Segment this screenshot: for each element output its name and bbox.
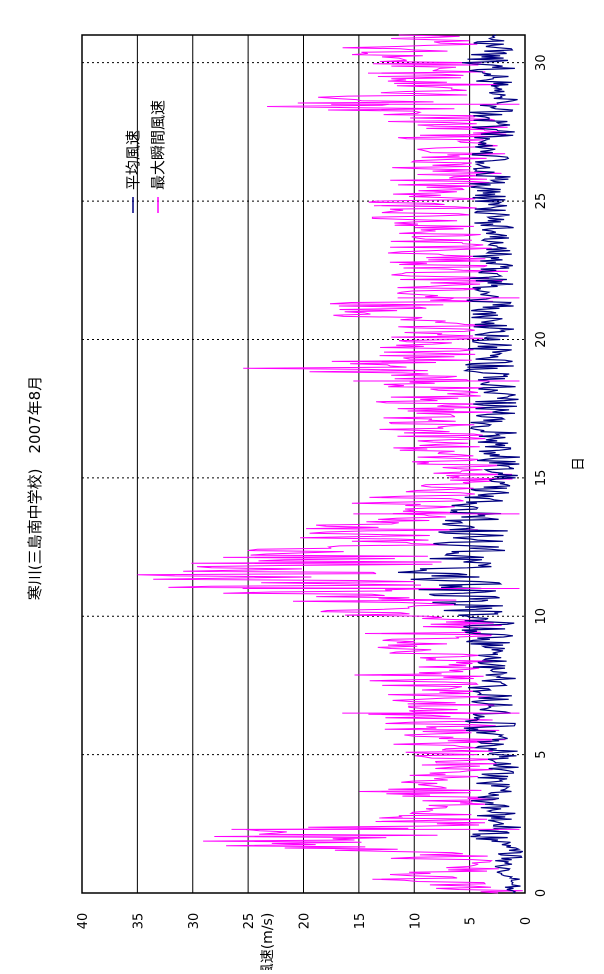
y-tick-label: 5 [464,917,479,925]
x-tick-label: 20 [534,331,549,348]
legend-label-average: 平均風速 [124,130,142,190]
chart-title: 寒川(三島南中学校) 2007年8月 [26,376,44,600]
y-tick-label: 40 [76,913,91,930]
y-tick-label: 10 [408,913,423,930]
series-line-max-gust [137,34,523,894]
tick-layer: 0 5 10 15 20 25 30 35 40 0 5 10 15 20 25 30 [76,54,549,929]
y-tick-label: 25 [242,913,257,930]
grid-layer [82,35,525,893]
legend-label-max-gust: 最大瞬間風速 [149,100,167,190]
x-tick-label: 0 [534,889,549,897]
y-tick-label: 35 [131,913,146,930]
legend: 平均風速 最大瞬間風速 [124,100,167,213]
y-tick-label: 15 [353,913,368,930]
y-tick-label: 0 [519,917,534,925]
y-tick-label: 30 [187,913,202,930]
x-tick-label: 10 [534,608,549,625]
x-tick-label: 5 [534,750,549,758]
x-axis-label: 日 [571,457,587,471]
series-layer [137,34,524,894]
x-tick-label: 25 [534,193,549,210]
x-tick-label: 30 [534,54,549,71]
series-line-average [397,34,524,894]
x-tick-label: 15 [534,470,549,487]
y-tick-label: 20 [298,913,313,930]
y-axis-label: 風速(m/s) [260,913,276,970]
